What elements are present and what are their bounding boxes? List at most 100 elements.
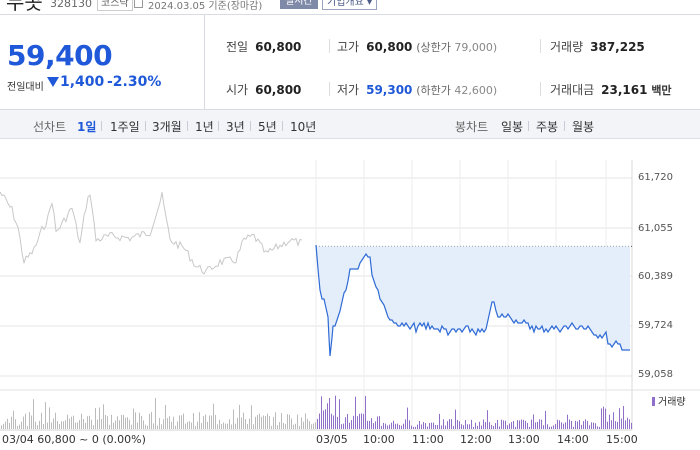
volume-bar (537, 421, 538, 429)
volume-bar (165, 405, 166, 429)
volume-bar (119, 420, 120, 429)
period-1y[interactable]: 1년 (195, 120, 214, 134)
volume-bar (223, 422, 224, 429)
volume-bar (617, 421, 618, 429)
volume-bar (261, 416, 262, 429)
volume-bar (89, 415, 90, 429)
volume-bar (481, 425, 482, 429)
volume-bar (603, 406, 604, 429)
volume-bar (101, 419, 102, 429)
volume-bar (489, 422, 490, 429)
volume-bar (585, 419, 586, 429)
volume-bar (547, 424, 548, 429)
volume-bar (141, 415, 142, 429)
period-10y[interactable]: 10년 (290, 120, 317, 134)
volume-bar (135, 412, 136, 429)
volume-bar (441, 425, 442, 429)
volume-bar (203, 416, 204, 429)
volume-bar (323, 410, 324, 429)
volume-bar (151, 411, 152, 429)
volume-bar (225, 423, 226, 429)
volume-bar (535, 422, 536, 429)
volume-bar (253, 424, 254, 429)
volume-bar (281, 413, 282, 429)
y-tick: 59,724 (638, 320, 673, 331)
candle-monthly[interactable]: 월봉 (572, 120, 595, 134)
current-price-box: 59,400 전일대비 1,400 -2.30% (0, 15, 205, 110)
volume-bar (509, 423, 510, 429)
volume-bar (467, 424, 468, 429)
volume-bar (625, 420, 626, 429)
realtime-button[interactable]: 실시간 (280, 0, 318, 9)
volume-bar (257, 414, 258, 429)
volume-bar (309, 421, 310, 429)
line-chart-label: 선차트 (33, 120, 67, 134)
volume-bar (27, 425, 28, 429)
volume-bar (565, 422, 566, 429)
volume-bar (397, 423, 398, 429)
change-value: 1,400 (47, 74, 104, 90)
volume-bar (99, 407, 100, 429)
volume-bar (561, 422, 562, 429)
volume-bar (409, 420, 410, 429)
volume-bar (369, 420, 370, 429)
volume-bar (343, 423, 344, 429)
volume-bar (415, 426, 416, 429)
volume-bar (411, 425, 412, 429)
volume-bar (177, 421, 178, 429)
volume-bar (139, 412, 140, 429)
volume-bar (595, 423, 596, 429)
volume-bar (623, 406, 624, 429)
prev-day-info: 03/04 60,800 ~ 0 (0.00%) (2, 433, 146, 446)
price-summary: 59,400 전일대비 1,400 -2.30% 전일 60,800 고가 60,8… (0, 14, 700, 110)
volume-bar (247, 423, 248, 429)
volume-bar (375, 421, 376, 429)
period-1d[interactable]: 1일 (77, 120, 97, 134)
x-tick: 12:00 (460, 433, 492, 446)
chart-canvas[interactable] (0, 140, 700, 450)
volume-bar (77, 422, 78, 429)
x-tick: 10:00 (363, 433, 395, 446)
volume-bar (213, 403, 214, 429)
volume-bar (429, 423, 430, 429)
stock-header: 두콧 328130 코스닥 2024.03.05 기준(장마감) 실시간 기업개… (0, 0, 700, 13)
volume-bar (451, 419, 452, 429)
intraday-chart[interactable]: 61,720 61,055 60,389 59,724 59,058 03/04… (0, 140, 700, 450)
volume-bar (629, 419, 630, 429)
volume-bar (227, 423, 228, 429)
volume-bar (15, 419, 16, 429)
volume-bar (605, 408, 606, 429)
volume-bar (559, 420, 560, 429)
period-3y[interactable]: 3년 (226, 120, 245, 134)
volume-legend: 거래량 (652, 393, 686, 408)
volume-bar (533, 414, 534, 429)
volume-bar (197, 421, 198, 429)
volume-bar (477, 425, 478, 429)
volume-bar (155, 398, 156, 429)
volume-bar (475, 422, 476, 429)
volume-bar (505, 420, 506, 429)
volume-bar (313, 423, 314, 429)
x-tick: 13:00 (508, 433, 540, 446)
volume-bar (315, 422, 316, 429)
period-5y[interactable]: 5년 (258, 120, 277, 134)
period-1w[interactable]: 1주일 (110, 120, 140, 134)
volume-bar (379, 416, 380, 429)
company-info-button[interactable]: 기업개요 ▾ (322, 0, 377, 10)
y-tick: 60,389 (638, 271, 673, 282)
volume-bar (113, 422, 114, 429)
volume-bar (305, 413, 306, 429)
candle-daily[interactable]: 일봉 (501, 120, 524, 134)
volume-bar (143, 420, 144, 429)
volume-bar (609, 414, 610, 429)
volume-bar (93, 425, 94, 429)
period-3m[interactable]: 3개월 (152, 120, 182, 134)
volume-bar (107, 416, 108, 429)
candle-weekly[interactable]: 주봉 (536, 120, 559, 134)
volume-bar (83, 419, 84, 429)
volume-bar (181, 415, 182, 429)
volume-bar (39, 420, 40, 429)
volume-bar (513, 420, 514, 429)
volume-bar (255, 416, 256, 429)
volume-bar (419, 420, 420, 429)
